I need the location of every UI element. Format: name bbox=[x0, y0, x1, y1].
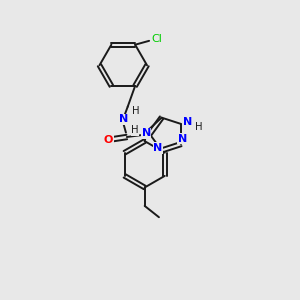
Text: N: N bbox=[118, 114, 128, 124]
Text: H: H bbox=[195, 122, 202, 132]
Text: N: N bbox=[178, 134, 187, 144]
Text: O: O bbox=[104, 135, 113, 145]
Text: Cl: Cl bbox=[152, 34, 162, 44]
Text: N: N bbox=[142, 128, 151, 138]
Text: H: H bbox=[131, 125, 139, 135]
Text: N: N bbox=[153, 143, 163, 153]
Text: H: H bbox=[132, 106, 140, 116]
Text: N: N bbox=[183, 117, 192, 128]
